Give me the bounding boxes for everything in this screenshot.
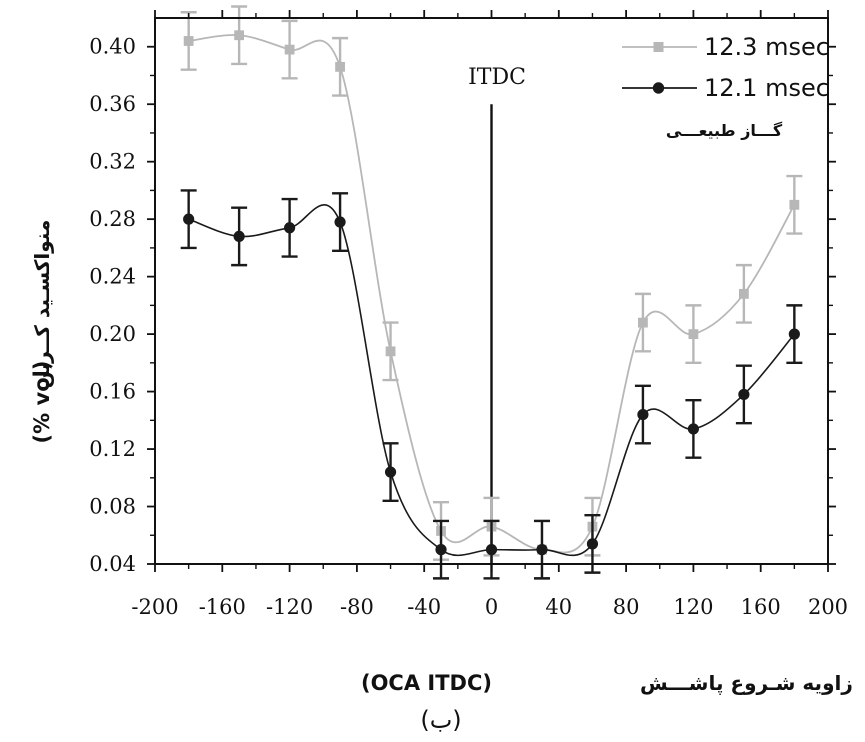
series-0-point-3 bbox=[335, 61, 345, 72]
x-tick-label-0: -200 bbox=[131, 595, 178, 619]
series-0-point-12 bbox=[789, 199, 800, 210]
x-tick-label-5: 0 bbox=[485, 595, 498, 619]
series-1-point-6 bbox=[485, 544, 498, 556]
series-1-point-11 bbox=[738, 388, 750, 401]
y-tick-label-1: 0.08 bbox=[89, 495, 136, 519]
y-tick-label-3: 0.16 bbox=[89, 380, 136, 404]
series-1-point-5 bbox=[435, 544, 447, 556]
axes-layer: -200 -160 -120 -80 -40 0 40 80 120 160 200 0.04 0.08… bbox=[89, 10, 848, 619]
legend-label-12-1: 12.1 msec bbox=[704, 74, 829, 102]
series-0-point-10 bbox=[688, 329, 699, 340]
legend bbox=[622, 42, 697, 94]
legend-label-12-3: 12.3 msec bbox=[704, 33, 829, 61]
x-tick-label-4: -40 bbox=[407, 595, 441, 619]
x-tick-label-10: 200 bbox=[808, 595, 848, 619]
series-0-point-1 bbox=[234, 30, 245, 41]
natural-gas-label: گـــاز طبیعـــی bbox=[666, 121, 783, 140]
series-1-point-10 bbox=[687, 423, 700, 435]
x-tick-label-1: -160 bbox=[199, 595, 246, 619]
legend-marker-0 bbox=[653, 42, 664, 52]
series-1-point-3 bbox=[334, 216, 346, 228]
y-tick-label-6: 0.28 bbox=[89, 207, 136, 231]
x-tick-label-6: 40 bbox=[545, 595, 572, 619]
series-1-point-12 bbox=[788, 328, 800, 340]
x-axis-title-unit: (OCA ITDC) bbox=[361, 671, 492, 695]
x-tick-label-9: 160 bbox=[741, 595, 781, 619]
y-tick-label-9: 0.40 bbox=[89, 35, 136, 59]
x-tick-label-8: 120 bbox=[673, 595, 713, 619]
series-1-point-7 bbox=[536, 544, 548, 556]
series-0-point-9 bbox=[638, 317, 648, 328]
y-tick-label-4: 0.20 bbox=[89, 322, 136, 346]
series-0-point-4 bbox=[385, 346, 396, 357]
y-tick-label-7: 0.32 bbox=[89, 150, 136, 174]
series-1-point-0 bbox=[183, 213, 195, 225]
series-1-point-1 bbox=[233, 230, 245, 242]
x-tick-label-2: -120 bbox=[266, 595, 313, 619]
x-axis-title-persian: زاویه شـروع پاشـــش bbox=[640, 671, 853, 696]
series-1-point-9 bbox=[637, 408, 649, 421]
y-tick-label-5: 0.24 bbox=[89, 265, 136, 289]
y-axis-title-persian: منواکسـید کــربن bbox=[30, 220, 54, 389]
x-tick-label-3: -80 bbox=[340, 595, 374, 619]
series-0-point-0 bbox=[183, 36, 194, 46]
series-line-1 bbox=[188, 204, 795, 557]
figure-subtitle: (ب) bbox=[420, 706, 461, 734]
y-tick-label-0: 0.04 bbox=[89, 552, 136, 576]
series-1-point-4 bbox=[384, 466, 397, 478]
series-0-point-2 bbox=[284, 44, 295, 55]
series-1-point-2 bbox=[283, 222, 296, 234]
legend-marker-1 bbox=[652, 82, 665, 94]
itdc-label: ITDC bbox=[468, 65, 526, 90]
y-tick-label-2: 0.12 bbox=[89, 437, 136, 461]
text-layer: 12.3 msec 12.1 msec ITDC گـــاز طبیعـــی… bbox=[30, 33, 853, 734]
y-tick-label-8: 0.36 bbox=[89, 92, 136, 116]
series-0-point-11 bbox=[738, 288, 749, 299]
y-axis-title-unit: (% vol) bbox=[30, 361, 54, 444]
plot-layer bbox=[180, 5, 803, 580]
x-tick-label-7: 80 bbox=[613, 595, 640, 619]
series-1-point-8 bbox=[586, 538, 599, 550]
